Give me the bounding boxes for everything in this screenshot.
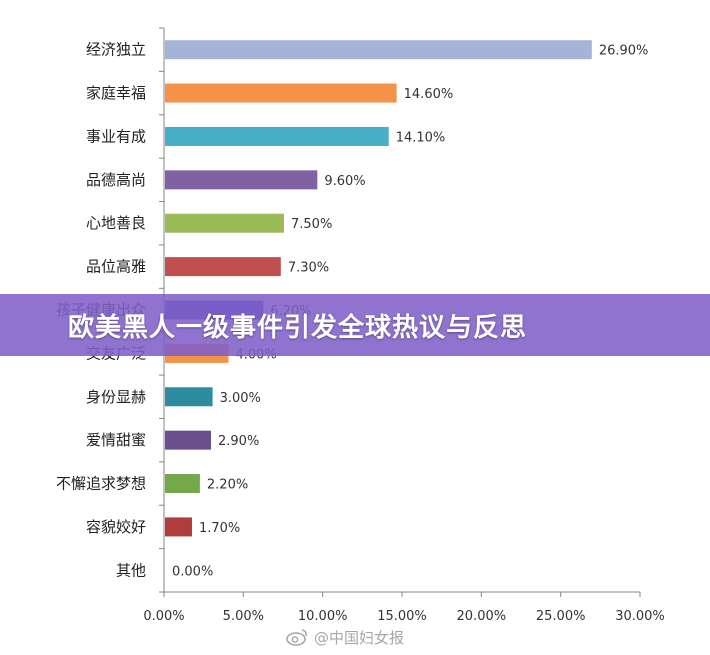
category-label: 家庭幸福: [86, 84, 146, 102]
category-label: 其他: [116, 561, 146, 579]
bar: [165, 387, 213, 407]
x-tick-label: 10.00%: [298, 609, 348, 624]
data-label: 2.20%: [207, 478, 248, 493]
category-label: 事业有成: [86, 127, 146, 145]
data-label: 26.90%: [599, 44, 649, 59]
watermark: @中国妇女报: [286, 624, 446, 650]
bar: [165, 170, 318, 190]
x-tick-label: 25.00%: [536, 609, 586, 624]
x-tick-label: 15.00%: [377, 609, 427, 624]
watermark-text: @中国妇女报: [314, 628, 405, 647]
data-label: 0.00%: [172, 564, 213, 579]
bar: [165, 40, 592, 60]
data-label: 2.90%: [218, 434, 259, 449]
headline-banner: 欧美黑人一级事件引发全球热议与反思: [0, 294, 710, 356]
x-tick-label: 0.00%: [143, 609, 184, 624]
category-label: 身份显赫: [86, 388, 146, 406]
x-tick-label: 5.00%: [223, 609, 264, 624]
bar: [165, 517, 192, 537]
headline-title: 欧美黑人一级事件引发全球热议与反思: [68, 312, 528, 343]
bar: [165, 83, 397, 103]
category-label: 爱情甜蜜: [86, 431, 146, 449]
data-label: 9.60%: [324, 174, 365, 189]
category-label: 心地善良: [86, 214, 146, 232]
data-label: 3.00%: [220, 391, 261, 406]
bar: [165, 213, 284, 233]
x-tick-label: 20.00%: [457, 609, 507, 624]
category-label: 品位高雅: [86, 258, 146, 276]
weibo-icon: [286, 629, 307, 646]
bar: [165, 126, 389, 146]
x-tick-label: 30.00%: [615, 609, 665, 624]
data-label: 7.50%: [291, 217, 332, 232]
category-label: 经济独立: [86, 41, 146, 59]
bar: [165, 474, 200, 494]
data-label: 1.70%: [199, 521, 240, 536]
data-label: 14.60%: [404, 87, 454, 102]
bar: [165, 430, 212, 450]
category-label: 容貌姣好: [86, 518, 146, 536]
category-label: 品德高尚: [86, 171, 146, 189]
data-label: 14.10%: [396, 130, 446, 145]
bar: [165, 257, 281, 277]
data-label: 7.30%: [288, 261, 329, 276]
category-label: 不懈追求梦想: [56, 475, 146, 493]
